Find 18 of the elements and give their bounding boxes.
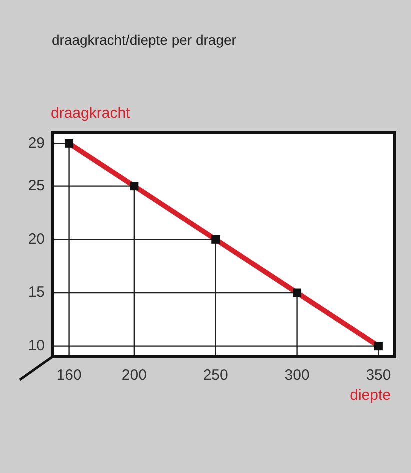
y-tick-label: 20	[28, 230, 45, 248]
point	[293, 288, 302, 298]
point	[130, 182, 139, 191]
x-tick-label: 350	[366, 367, 392, 384]
y-axis-title: draagkracht	[51, 105, 132, 122]
x-tick-label: 160	[56, 367, 82, 384]
y-tick-label: 29	[28, 134, 45, 152]
y-tick-label: 25	[28, 177, 45, 194]
x-tick-label: 250	[203, 367, 228, 384]
point	[65, 139, 74, 148]
y-tick-label: 15	[28, 284, 45, 302]
x-axis-title: diepte	[350, 387, 391, 404]
point	[212, 235, 220, 244]
x-tick-label: 200	[122, 367, 147, 384]
y-tick-label: 10	[28, 337, 45, 354]
x-tick-label: 300	[284, 367, 310, 384]
chart-title: draagkracht/diepte per drager	[52, 32, 237, 48]
point	[374, 342, 383, 351]
